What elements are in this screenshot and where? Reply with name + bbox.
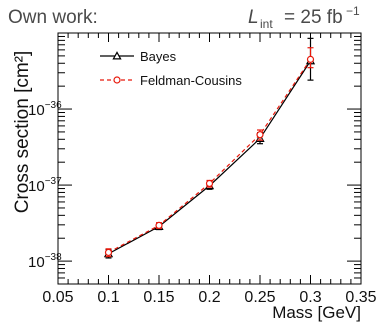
axes: 0.05 0.1 0.15 0.2 0.25 0.3 0.35 10−38 10−37 10−36 xyxy=(28,32,377,306)
y-axis-title: Cross section [cm²] xyxy=(12,51,33,214)
x-tick-label: 0.05 xyxy=(42,289,73,306)
luminosity-label: L int = 25 fb −1 xyxy=(248,4,360,31)
lumi-subscript: int xyxy=(260,17,273,31)
series-bayes xyxy=(103,37,316,259)
legend: Bayes Feldman-Cousins xyxy=(100,49,242,88)
x-tick-label: 0.3 xyxy=(299,289,321,306)
header-left-text: Own work: xyxy=(8,7,98,28)
lumi-symbol: L xyxy=(248,7,259,28)
plot-series xyxy=(103,37,316,259)
plot-frame xyxy=(57,32,362,285)
data-point xyxy=(306,55,315,63)
data-point xyxy=(205,179,214,188)
lumi-exponent: −1 xyxy=(346,4,360,18)
legend-label: Bayes xyxy=(140,49,177,64)
series-line xyxy=(108,59,311,253)
data-point xyxy=(104,248,113,257)
legend-marker xyxy=(113,76,121,84)
data-point xyxy=(256,131,264,139)
series-line xyxy=(108,60,312,255)
x-tick-label: 0.35 xyxy=(345,289,376,306)
lumi-value: = 25 fb xyxy=(284,7,343,28)
x-axis-title: Mass [GeV] xyxy=(272,303,361,322)
x-tick-label: 0.15 xyxy=(143,289,174,306)
y-tick-label: 10−36 xyxy=(28,100,62,119)
x-tick-label: 0.1 xyxy=(97,289,119,306)
y-tick-label: 10−37 xyxy=(28,176,62,195)
data-point xyxy=(155,221,163,229)
legend-marker xyxy=(112,51,122,60)
x-tick-label: 0.2 xyxy=(198,289,220,306)
x-tick-label: 0.25 xyxy=(244,289,275,306)
y-tick-label: 10−38 xyxy=(28,252,62,271)
series-feldman-cousins xyxy=(104,47,315,258)
legend-label: Feldman-Cousins xyxy=(140,73,242,88)
